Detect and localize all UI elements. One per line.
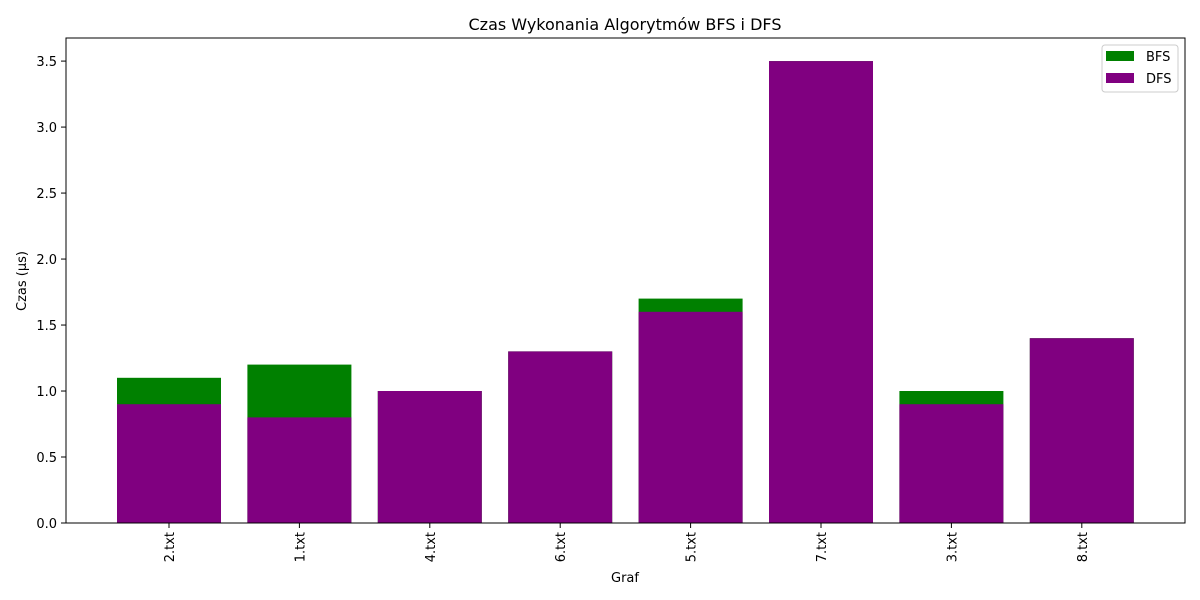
y-tick-label: 1.5: [36, 319, 57, 334]
bar-dfs-4-txt: [377, 391, 482, 523]
x-tick-label: 1.txt: [293, 532, 308, 562]
plot-frame: [65, 37, 1186, 524]
y-axis-title: Czas (µs): [15, 251, 30, 311]
x-axis: 2.txt 1.txt 4.txt 6.txt 5.txt 7.txt 3.txt 8.txt: [163, 523, 1091, 562]
bars-group: [117, 61, 1134, 523]
x-tick-label: 5.txt: [685, 532, 700, 562]
y-tick-label: 0.5: [36, 451, 57, 466]
x-tick-label: 3.txt: [945, 532, 960, 562]
y-tick-label: 0.0: [36, 517, 57, 532]
x-axis-title: Graf: [611, 571, 639, 586]
x-tick-label: 7.txt: [815, 532, 830, 562]
bar-dfs-8-txt: [1029, 338, 1134, 523]
bar-dfs-2-txt: [117, 404, 221, 523]
y-tick-label: 3.0: [36, 121, 57, 136]
chart-title: Czas Wykonania Algorytmów BFS i DFS: [469, 15, 782, 34]
x-tick-label: 6.txt: [554, 532, 569, 562]
legend: BFS DFS: [1101, 44, 1179, 93]
bar-dfs-7-txt: [769, 61, 873, 523]
x-tick-label: 2.txt: [163, 532, 178, 562]
bar-dfs-1-txt: [247, 417, 352, 523]
y-tick-label: 3.5: [36, 55, 57, 70]
y-tick-label: 2.0: [36, 253, 57, 268]
x-tick-label: 8.txt: [1076, 532, 1091, 562]
bar-dfs-6-txt: [508, 351, 613, 523]
y-tick-label: 1.0: [36, 385, 57, 400]
legend-label-bfs: BFS: [1146, 50, 1170, 65]
legend-swatch-dfs: [1106, 73, 1134, 83]
x-tick-label: 4.txt: [424, 532, 439, 562]
y-tick-label: 2.5: [36, 187, 57, 202]
bar-dfs-3-txt: [899, 404, 1004, 523]
y-axis: 0.0 0.5 1.0 1.5 2.0 2.5 3.0 3.5: [36, 55, 66, 532]
legend-swatch-bfs: [1106, 51, 1134, 61]
bar-dfs-5-txt: [638, 311, 743, 523]
legend-label-dfs: DFS: [1146, 72, 1172, 87]
